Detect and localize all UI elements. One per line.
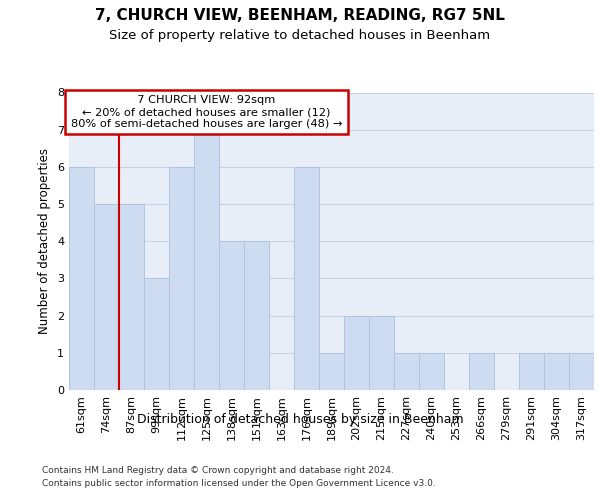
Text: 7, CHURCH VIEW, BEENHAM, READING, RG7 5NL: 7, CHURCH VIEW, BEENHAM, READING, RG7 5N…: [95, 8, 505, 22]
Text: Contains public sector information licensed under the Open Government Licence v3: Contains public sector information licen…: [42, 479, 436, 488]
Bar: [119, 204, 144, 390]
Bar: [544, 353, 569, 390]
Bar: [94, 204, 119, 390]
Text: Size of property relative to detached houses in Beenham: Size of property relative to detached ho…: [109, 28, 491, 42]
Bar: [369, 316, 394, 390]
Bar: [169, 167, 194, 390]
Bar: [194, 130, 219, 390]
Bar: [519, 353, 544, 390]
Bar: [69, 167, 94, 390]
Y-axis label: Number of detached properties: Number of detached properties: [38, 148, 52, 334]
Bar: [569, 353, 594, 390]
Text: 7 CHURCH VIEW: 92sqm  
← 20% of detached houses are smaller (12)
80% of semi-det: 7 CHURCH VIEW: 92sqm ← 20% of detached h…: [71, 96, 342, 128]
Bar: [244, 242, 269, 390]
Bar: [419, 353, 444, 390]
Bar: [344, 316, 369, 390]
Bar: [219, 242, 244, 390]
Bar: [394, 353, 419, 390]
Bar: [144, 278, 169, 390]
Bar: [319, 353, 344, 390]
Bar: [469, 353, 494, 390]
Text: Contains HM Land Registry data © Crown copyright and database right 2024.: Contains HM Land Registry data © Crown c…: [42, 466, 394, 475]
Bar: [294, 167, 319, 390]
Text: Distribution of detached houses by size in Beenham: Distribution of detached houses by size …: [137, 412, 463, 426]
